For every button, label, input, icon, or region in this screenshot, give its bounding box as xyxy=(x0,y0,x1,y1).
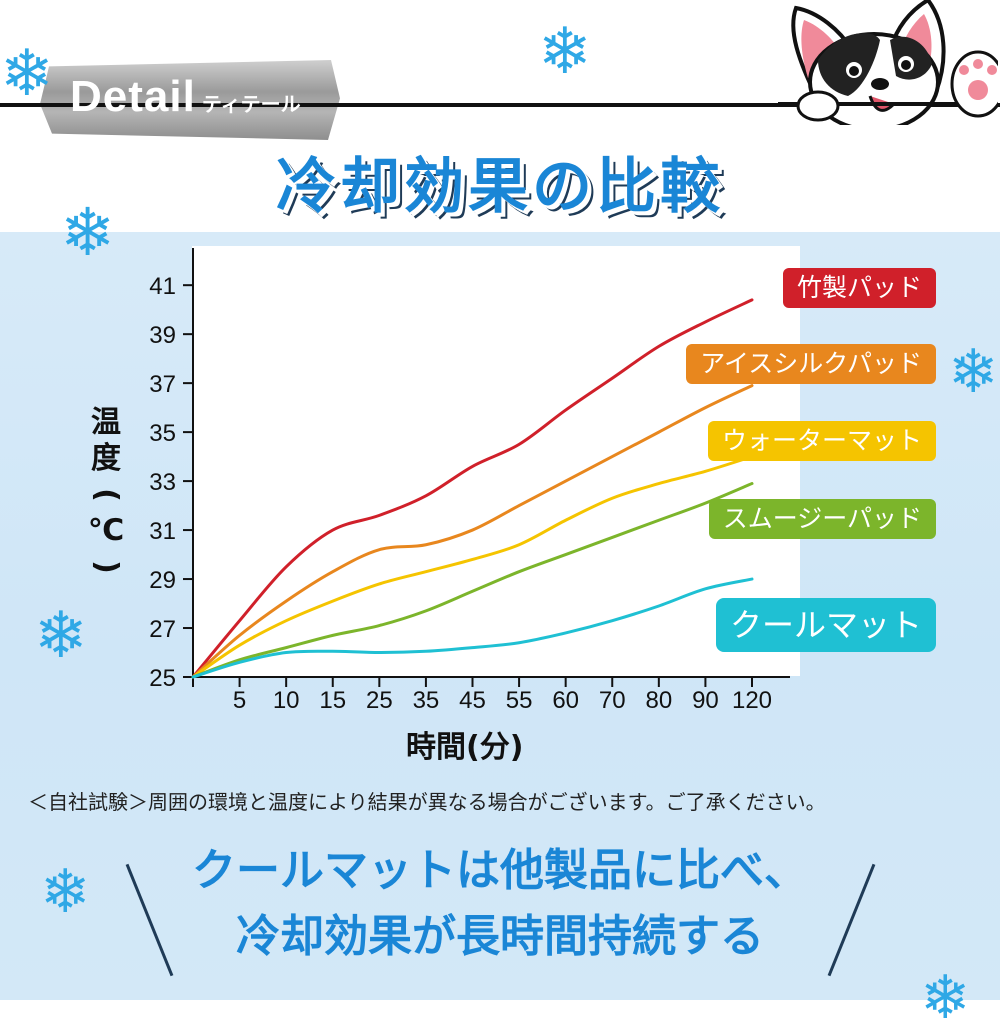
y-axis-label-char: 温 xyxy=(91,405,121,440)
series-label: スムージーパッド xyxy=(708,499,936,539)
x-axis-label: 時間(分) xyxy=(406,730,524,765)
summary-message-line1: クールマットは他製品に比べ、 xyxy=(192,845,808,896)
snowflake-icon: ❄ xyxy=(538,15,592,89)
y-tick-label: 37 xyxy=(149,371,176,398)
snowflake-icon: ❄ xyxy=(948,337,999,407)
series-line xyxy=(191,384,754,679)
y-axis-label-char: ℃ xyxy=(87,513,125,548)
y-tick-label: 35 xyxy=(149,420,176,447)
snowflake-icon: ❄ xyxy=(0,37,54,111)
x-tick-label: 25 xyxy=(366,687,393,714)
series-line xyxy=(191,298,754,679)
series-label: アイスシルクパッド xyxy=(686,344,936,384)
summary-message-line2: 冷却効果が長時間持続する xyxy=(236,911,764,962)
paw-icon xyxy=(959,59,997,100)
disclaimer-note: ＜自社試験＞周囲の環境と温度により結果が異なる場合がございます。ご了承ください。 xyxy=(28,790,826,814)
detail-label: Detail ティテール xyxy=(70,72,301,122)
series-line xyxy=(191,455,754,679)
x-tick-label: 5 xyxy=(233,687,246,714)
series-label: クールマット xyxy=(715,598,936,652)
detail-label-small: ティテール xyxy=(201,92,301,116)
series-label: 竹製パッド xyxy=(782,268,936,308)
x-tick-label: 15 xyxy=(319,687,346,714)
y-tick-label: 41 xyxy=(149,273,176,300)
y-tick-label: 29 xyxy=(149,567,176,594)
y-axis-label-char: ) xyxy=(89,560,124,574)
x-tick-label: 80 xyxy=(645,687,672,714)
x-tick-label: 70 xyxy=(599,687,626,714)
snowflake-icon: ❄ xyxy=(40,857,91,927)
y-tick-label: 31 xyxy=(149,518,176,545)
x-tick-label: 60 xyxy=(552,687,579,714)
y-tick-label: 39 xyxy=(149,322,176,349)
x-tick-label: 55 xyxy=(506,687,533,714)
y-tick-label: 27 xyxy=(149,616,176,643)
header-divider xyxy=(0,103,1000,107)
x-tick-label: 90 xyxy=(692,687,719,714)
plot-area xyxy=(192,246,800,676)
y-tick-label: 25 xyxy=(149,665,176,692)
detail-tape-banner xyxy=(40,60,340,140)
series-line xyxy=(191,482,754,679)
y-tick-label: 33 xyxy=(149,469,176,496)
snowflake-icon: ❄ xyxy=(60,194,116,271)
snowflake-icon: ❄ xyxy=(34,599,88,673)
page-title: 冷却効果の比較 xyxy=(276,152,724,222)
y-axis-label: 温度 ( ℃) xyxy=(84,405,128,585)
x-tick-label: 35 xyxy=(413,687,440,714)
series-label: ウォーターマット xyxy=(707,421,936,461)
temperature-chart: 25 27 29 31 33 35 37 39 41 5 10 15 25 35 45 55 60 70 80 90 1… xyxy=(149,248,790,714)
dog-mascot-icon xyxy=(778,0,998,125)
detail-label-big: Detail xyxy=(70,72,196,121)
x-tick-label: 45 xyxy=(459,687,486,714)
x-tick-label: 10 xyxy=(273,687,300,714)
y-axis-label-char: 度 xyxy=(91,441,121,476)
summary-message: クールマットは他製品に比べ、 冷却効果が長時間持続する xyxy=(150,838,850,970)
series-line xyxy=(191,577,754,679)
y-axis-label-char: ( xyxy=(89,488,124,502)
x-tick-label: 120 xyxy=(732,687,772,714)
